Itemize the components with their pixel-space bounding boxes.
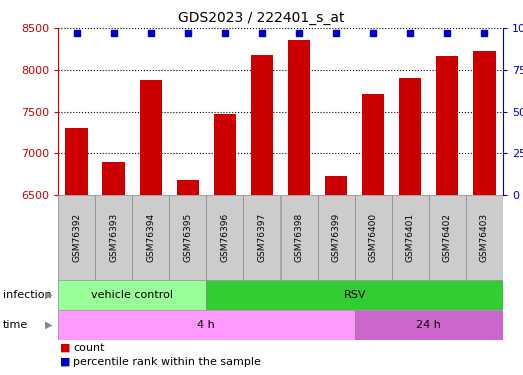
Point [295,30,303,36]
Point [443,30,451,36]
Bar [214,114,236,195]
Text: ■: ■ [60,357,71,367]
Text: count: count [73,343,105,353]
Bar [288,40,310,195]
Bar [177,180,199,195]
Text: GSM76392: GSM76392 [72,213,81,262]
Bar [243,195,280,280]
Bar [317,195,355,280]
Point [146,30,155,36]
Text: GSM76401: GSM76401 [406,213,415,262]
Text: GSM76399: GSM76399 [332,213,340,262]
Text: ▶: ▶ [46,290,53,300]
Text: GSM76400: GSM76400 [369,213,378,262]
Bar [207,280,503,310]
Point [221,30,229,36]
Text: GSM76393: GSM76393 [109,213,118,262]
Text: vehicle control: vehicle control [91,290,173,300]
Bar [362,94,384,195]
Bar [58,310,355,340]
Text: GSM76396: GSM76396 [220,213,230,262]
Text: 4 h: 4 h [198,320,215,330]
Bar [429,195,466,280]
Bar [58,280,207,310]
Bar [65,128,88,195]
Bar [466,195,503,280]
Text: GSM76402: GSM76402 [443,213,452,262]
Point [332,30,340,36]
Bar [436,56,459,195]
Bar [132,195,169,280]
Text: GDS2023 / 222401_s_at: GDS2023 / 222401_s_at [178,11,345,25]
Text: 24 h: 24 h [416,320,441,330]
Bar [95,195,132,280]
Text: GSM76398: GSM76398 [294,213,303,262]
Point [369,30,378,36]
Point [184,30,192,36]
Bar [280,195,317,280]
Bar [140,80,162,195]
Bar [355,195,392,280]
Text: GSM76397: GSM76397 [257,213,266,262]
Point [109,30,118,36]
Text: RSV: RSV [344,290,366,300]
Text: infection: infection [3,290,51,300]
Bar [169,195,207,280]
Text: ■: ■ [60,343,71,353]
Text: ▶: ▶ [46,320,53,330]
Bar [399,78,422,195]
Point [480,30,488,36]
Bar [58,195,95,280]
Bar [392,195,429,280]
Text: GSM76394: GSM76394 [146,213,155,262]
Text: GSM76395: GSM76395 [183,213,192,262]
Bar [251,55,273,195]
Text: time: time [3,320,28,330]
Bar [103,162,125,195]
Text: GSM76403: GSM76403 [480,213,489,262]
Point [406,30,414,36]
Bar [325,176,347,195]
Text: percentile rank within the sample: percentile rank within the sample [73,357,261,367]
Bar [473,51,496,195]
Point [258,30,266,36]
Point [72,30,81,36]
Bar [355,310,503,340]
Bar [207,195,243,280]
